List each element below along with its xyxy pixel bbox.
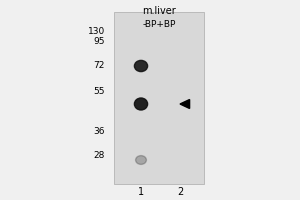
Text: 1: 1 [138, 187, 144, 197]
Text: m.liver: m.liver [142, 6, 176, 16]
Text: 72: 72 [94, 62, 105, 71]
Text: 28: 28 [94, 152, 105, 160]
Ellipse shape [136, 156, 146, 164]
Text: 130: 130 [88, 26, 105, 36]
Text: -BP+BP: -BP+BP [142, 20, 176, 29]
Bar [114, 12, 204, 184]
Text: 95: 95 [94, 38, 105, 46]
Text: 2: 2 [177, 187, 183, 197]
Ellipse shape [134, 60, 148, 72]
Polygon shape [180, 100, 190, 108]
Text: 55: 55 [94, 86, 105, 96]
Ellipse shape [134, 98, 148, 110]
Text: 36: 36 [94, 127, 105, 136]
